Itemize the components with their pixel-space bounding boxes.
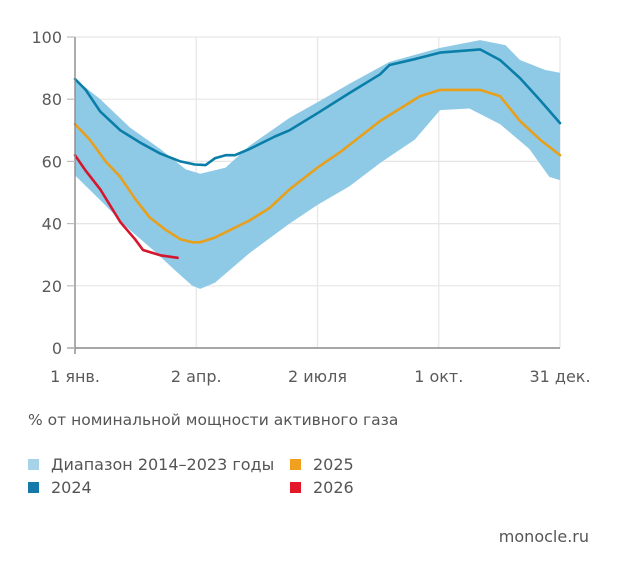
axes [67, 36, 560, 354]
y-axis-unit-label: % от номинальной мощности активного газа [28, 411, 399, 429]
legend-swatch-range [28, 459, 39, 470]
legend-item-2024: 2024 [28, 478, 92, 497]
series-lines-layer [73, 48, 562, 260]
y-tick-label: 80 [42, 90, 62, 109]
series-line-2024 [73, 48, 562, 167]
legend-label-2026: 2026 [313, 478, 354, 497]
y-tick-labels: 0 20 40 60 80 100 [31, 28, 62, 358]
legend-swatch-2024 [28, 482, 39, 493]
x-tick-label: 31 дек. [529, 367, 590, 386]
y-tick-label: 60 [42, 152, 62, 171]
source-credit: monocle.ru [498, 527, 589, 546]
range-band-2014-2023 [75, 40, 560, 289]
legend-item-2026: 2026 [290, 478, 354, 497]
range-band-layer [75, 40, 560, 289]
legend-label-2024: 2024 [51, 478, 92, 497]
x-tick-label: 2 апр. [171, 367, 222, 386]
legend-swatch-2025 [290, 459, 301, 470]
chart: 0 20 40 60 80 100 1 янв. 2 апр. 2 июля 1 окт. 31 … [31, 28, 590, 386]
x-tick-labels: 1 янв. 2 апр. 2 июля 1 окт. 31 дек. [50, 367, 590, 386]
y-tick-label: 20 [42, 277, 62, 296]
y-tick-label: 40 [42, 215, 62, 234]
y-tick-label: 100 [31, 28, 62, 47]
legend-label-range: Диапазон 2014–2023 годы [51, 455, 275, 474]
series-line-2025 [73, 88, 562, 244]
legend-label-2025: 2025 [313, 455, 354, 474]
x-tick-label: 1 янв. [50, 367, 100, 386]
x-tick-label: 2 июля [288, 367, 347, 386]
legend-item-2025: 2025 [290, 455, 354, 474]
y-tick-label: 0 [52, 339, 62, 358]
x-tick-label: 1 окт. [414, 367, 463, 386]
legend-swatch-2026 [290, 482, 301, 493]
legend-item-range: Диапазон 2014–2023 годы [28, 455, 274, 474]
series-line-2026 [73, 153, 179, 260]
